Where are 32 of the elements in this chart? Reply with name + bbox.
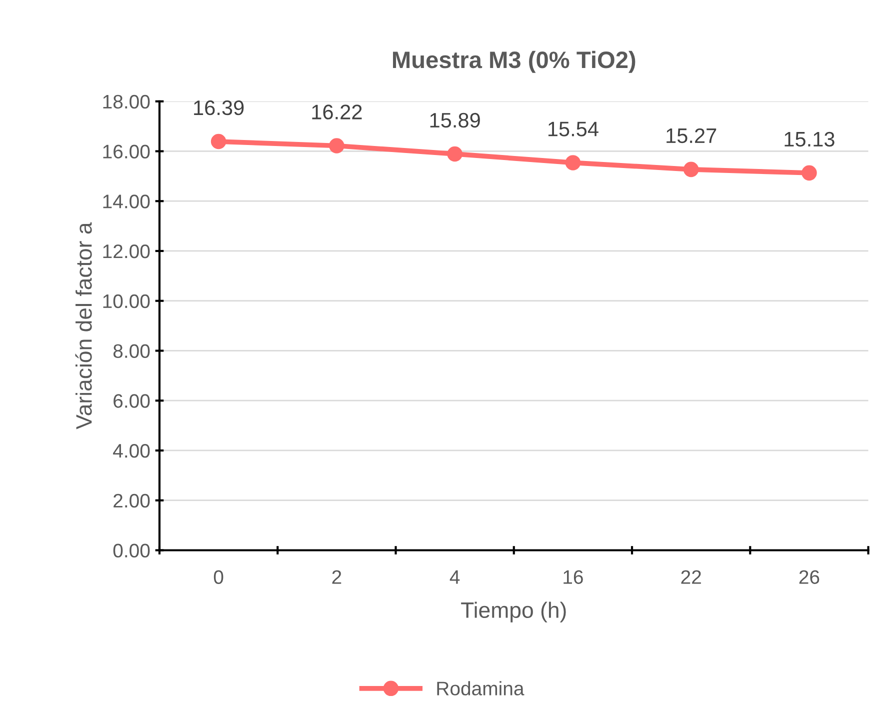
y-tick-label: 10.00 — [103, 294, 150, 308]
data-label: 16.22 — [312, 104, 362, 120]
y-tick-label: 16.00 — [103, 144, 150, 158]
x-tick-label: 0 — [214, 570, 224, 584]
chart-title: Muestra M3 (0% TiO2) — [393, 50, 636, 73]
point — [683, 162, 699, 178]
data-label: 15.54 — [548, 122, 598, 136]
legend-label: Rodamina — [437, 681, 524, 696]
y-tick-label: 4.00 — [113, 444, 150, 458]
y-tick-label: 0.00 — [113, 544, 150, 558]
data-label: 15.27 — [666, 128, 716, 144]
x-tick-label: 22 — [681, 570, 701, 584]
point — [329, 138, 344, 154]
point — [802, 165, 817, 181]
x-tick-label: 4 — [450, 570, 460, 584]
y-axis-title: Variación del factor a — [75, 222, 92, 430]
y-tick-label: 2.00 — [114, 494, 150, 508]
data-label: 15.13 — [784, 132, 834, 147]
point — [565, 155, 581, 170]
x-tick-label: 16 — [564, 570, 583, 584]
y-tick-label: 6.00 — [114, 394, 150, 408]
y-tick-label: 8.00 — [113, 344, 150, 358]
data-label: 16.39 — [194, 100, 244, 116]
point — [210, 134, 226, 150]
y-tick-label: 12.00 — [103, 244, 150, 258]
y-tick-label: 14.00 — [103, 194, 150, 208]
data-label: 15.89 — [430, 112, 480, 128]
x-tick-label: 26 — [799, 570, 820, 584]
point — [447, 146, 462, 162]
x-tick-label: 2 — [332, 570, 342, 584]
y-tick-label: 18.00 — [103, 94, 150, 109]
x-axis-title: Tiempo (h) — [461, 602, 566, 622]
